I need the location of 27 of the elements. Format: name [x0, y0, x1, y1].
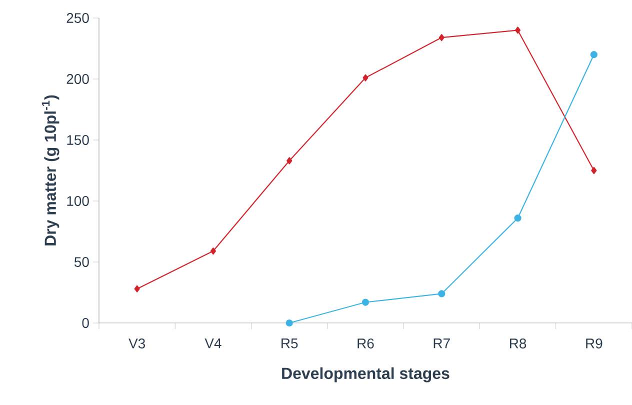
point — [134, 285, 140, 292]
y-tick-label: 150 — [67, 135, 89, 145]
x-axis-title: Developmental stages — [282, 367, 450, 382]
x-tick-label: V3 — [128, 338, 146, 348]
point — [362, 298, 370, 306]
x-tick-label: R8 — [510, 338, 526, 348]
point — [210, 247, 216, 255]
x-tick-label: R7 — [434, 338, 450, 348]
point — [514, 26, 521, 34]
x-tick-label: R9 — [586, 338, 602, 348]
point — [514, 214, 522, 222]
x-tick-label: V4 — [204, 338, 222, 348]
y-tick-label: 0 — [82, 318, 89, 328]
point — [591, 166, 597, 174]
y-tick-label: 250 — [66, 13, 89, 23]
point — [286, 319, 293, 327]
point — [438, 290, 446, 298]
y-axis-title: Dry matter (g 10pl$^{-1}$) — [42, 95, 60, 246]
y-tick-label: 50 — [74, 257, 89, 267]
y-tick-label: 100 — [67, 196, 89, 206]
x-tick-label: R5 — [282, 338, 298, 348]
point — [590, 51, 598, 58]
x-tick-label: R6 — [358, 338, 374, 348]
point — [438, 34, 444, 42]
point — [286, 157, 292, 164]
point — [362, 74, 368, 82]
y-tick-label: 200 — [66, 74, 89, 84]
